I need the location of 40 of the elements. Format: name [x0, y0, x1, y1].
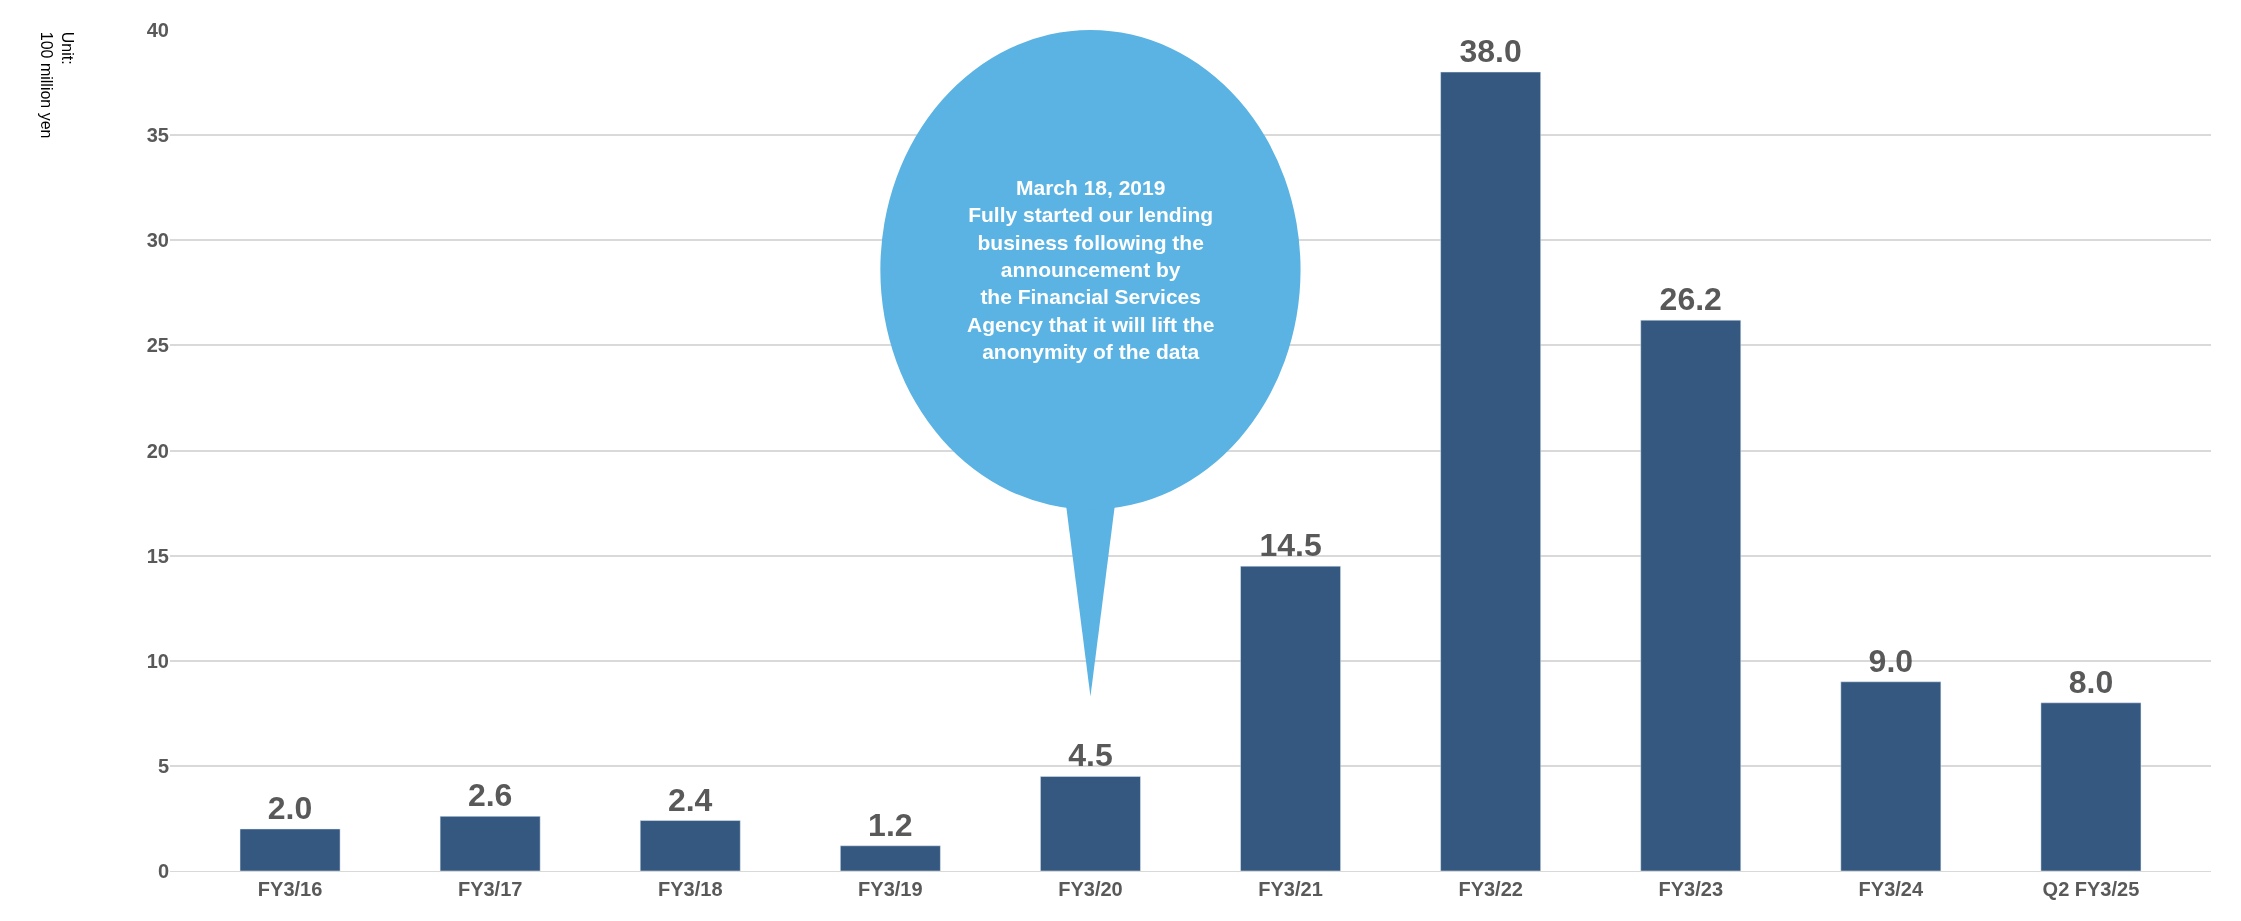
data-label: 26.2 — [1659, 281, 1722, 318]
x-tick-label: Q2 FY3/25 — [2042, 878, 2140, 900]
bar — [439, 816, 541, 871]
x-tick-label: FY3/19 — [858, 878, 923, 900]
y-tick-label: 20 — [146, 439, 169, 462]
bar — [840, 845, 941, 871]
x-tick-label: FY3/23 — [1658, 878, 1723, 900]
data-label: 2.6 — [467, 777, 513, 814]
x-tick-label: FY3/17 — [457, 878, 523, 900]
data-label: 2.4 — [667, 781, 713, 818]
bar — [1640, 319, 1742, 871]
x-tick-label: FY3/21 — [1258, 878, 1323, 900]
bar — [1040, 776, 1141, 871]
data-label: 1.2 — [868, 806, 913, 843]
x-tick-label: FY3/18 — [658, 878, 723, 900]
bar — [1840, 681, 1942, 871]
bar — [2040, 702, 2142, 871]
data-label: 4.5 — [1068, 737, 1113, 774]
y-axis-title: Unit: 100 million yen — [38, 31, 77, 139]
data-label: 38.0 — [1459, 33, 1522, 70]
x-tick-label: FY3/20 — [1058, 878, 1123, 900]
bar — [1440, 71, 1541, 871]
y-tick-label: 5 — [157, 754, 169, 777]
data-label: 8.0 — [2068, 663, 2114, 700]
bar — [1240, 565, 1341, 871]
y-tick-label: 0 — [157, 860, 169, 882]
data-label: 14.5 — [1259, 527, 1322, 564]
x-tick-label: FY3/16 — [257, 878, 323, 900]
bar — [639, 820, 741, 871]
y-tick-label: 35 — [146, 124, 169, 147]
y-tick-label: 30 — [146, 229, 169, 252]
x-tick-label: FY3/22 — [1458, 878, 1523, 900]
x-tick-label: FY3/24 — [1858, 878, 1924, 900]
y-tick-label: 15 — [146, 544, 169, 567]
y-tick-label: 40 — [146, 19, 169, 41]
y-tick-label: 25 — [146, 334, 169, 357]
y-tick-label: 10 — [146, 649, 169, 672]
bar — [239, 828, 341, 871]
data-label: 2.0 — [267, 789, 313, 826]
data-label: 9.0 — [1868, 642, 1914, 679]
